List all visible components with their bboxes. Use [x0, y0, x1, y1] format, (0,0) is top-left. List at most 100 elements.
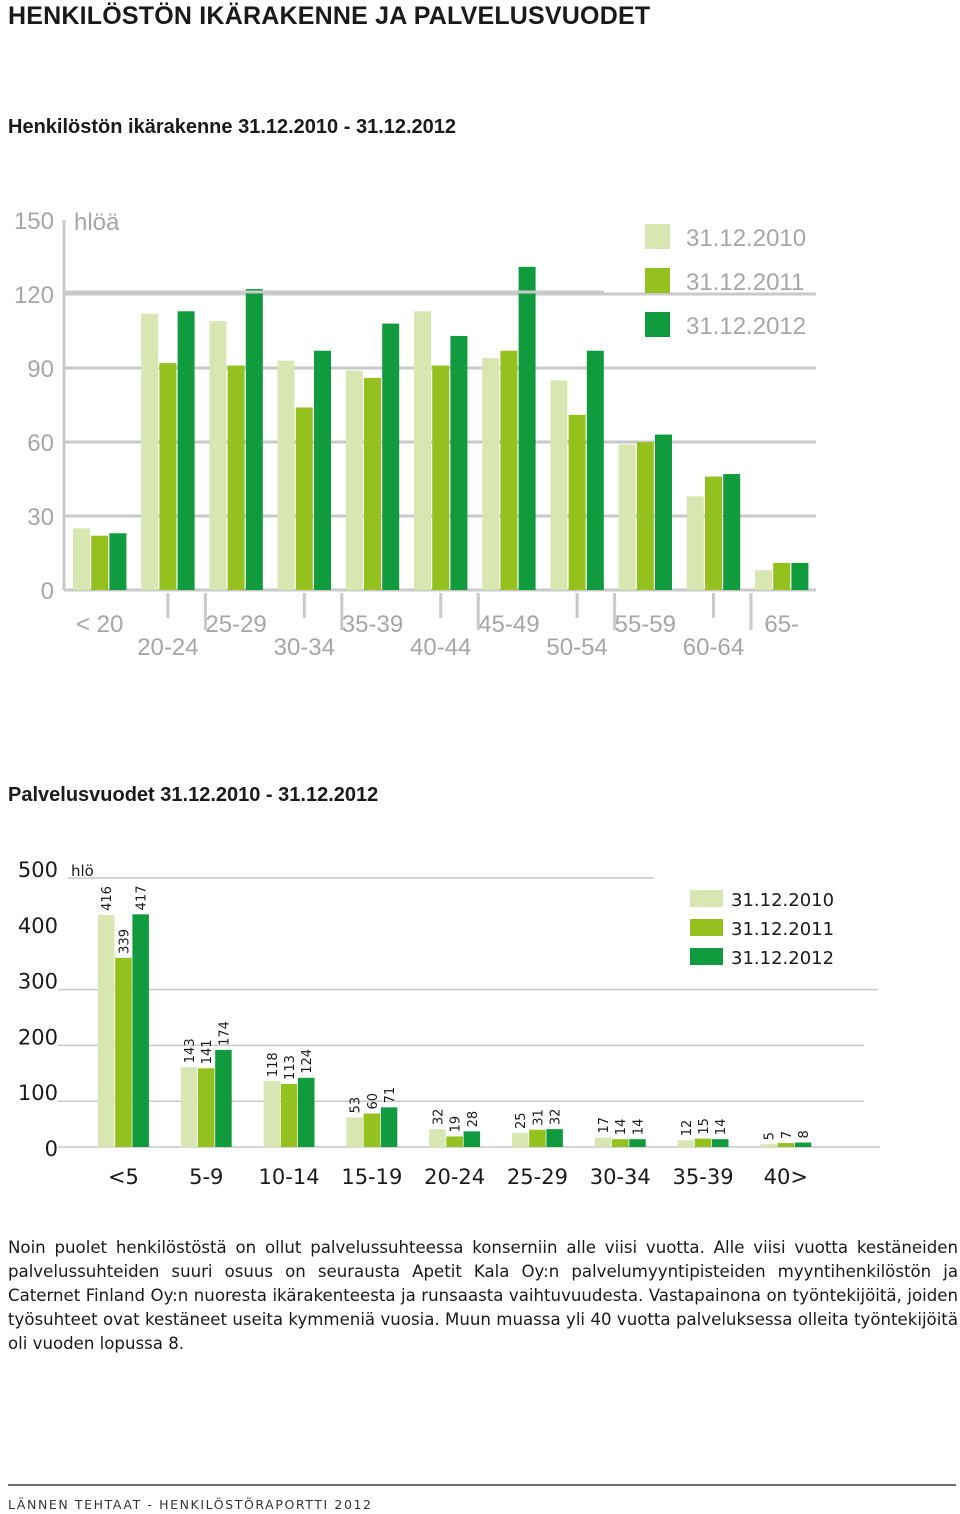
bar: [618, 444, 636, 590]
legend-swatch: [690, 919, 723, 936]
bar: [363, 1113, 381, 1147]
y-tick-label: 100: [18, 1081, 58, 1105]
bar: [791, 562, 809, 590]
bar: [529, 1129, 546, 1147]
bar: [414, 311, 431, 590]
x-tick-label: 40>: [764, 1165, 808, 1189]
data-label: 7: [780, 1131, 795, 1139]
bar: [612, 1139, 629, 1147]
bar: [760, 1144, 777, 1147]
y-tick-label: 60: [27, 430, 54, 457]
x-tick-label: 30-34: [274, 634, 335, 661]
legend-label: 31.12.2010: [731, 890, 834, 911]
bar: [586, 350, 604, 590]
bar: [177, 311, 195, 590]
age-structure-chart: 0 30 60 90 120 150 hlöä < 20 20-24 25-29 30-34 35-3…: [14, 208, 816, 661]
data-label: 15: [697, 1118, 712, 1135]
bar: [227, 365, 245, 590]
footer-divider: [8, 1484, 956, 1486]
bar: [141, 313, 159, 590]
bar: [429, 1129, 446, 1147]
bar: [345, 370, 363, 590]
bar: [432, 365, 450, 590]
legend-label: 31.12.2010: [686, 225, 806, 252]
bar: [677, 1140, 695, 1147]
bar: [209, 321, 227, 590]
bar: [215, 1049, 232, 1147]
legend-swatch: [690, 948, 723, 965]
service-chart-title: Palvelusvuodet 31.12.2010 - 31.12.2012: [8, 784, 379, 806]
data-label: 417: [135, 885, 150, 910]
data-label: 14: [614, 1119, 629, 1136]
x-tick-label: 45-49: [478, 611, 539, 638]
bar: [314, 350, 331, 590]
x-tick-label: 60-64: [683, 634, 744, 661]
x-tick-label: 20-24: [424, 1165, 485, 1189]
legend-label: 31.12.2011: [731, 919, 834, 940]
body-text: Noin puolet henkilöstöstä on ollut palve…: [8, 1238, 958, 1353]
bar: [794, 1142, 812, 1147]
bar: [546, 1129, 563, 1147]
unit-label: hlö: [71, 862, 94, 880]
y-tick-label: 200: [18, 1025, 58, 1049]
data-label: 60: [366, 1093, 381, 1110]
y-tick-label: 150: [14, 208, 54, 235]
bar: [550, 380, 568, 590]
x-tick-label: < 20: [76, 611, 123, 638]
bar: [723, 474, 741, 590]
data-label: 31: [531, 1109, 546, 1126]
bar: [277, 360, 295, 590]
bar: [568, 414, 586, 590]
bar: [298, 1077, 315, 1147]
y-tick-label: 0: [45, 1137, 58, 1161]
bar: [686, 496, 704, 590]
legend-swatch: [645, 312, 670, 337]
data-label: 143: [183, 1038, 198, 1063]
bar: [629, 1139, 646, 1147]
bar: [773, 562, 791, 590]
x-tick-label: 5-9: [189, 1165, 223, 1189]
x-tick-label: 50-54: [546, 634, 607, 661]
bar: [382, 323, 400, 590]
bar: [446, 1136, 463, 1147]
x-tick-label: 25-29: [205, 611, 266, 638]
bar: [115, 957, 132, 1147]
x-tick-label: 25-29: [507, 1165, 568, 1189]
data-label: 14: [714, 1119, 729, 1136]
y-tick-label: 30: [27, 504, 54, 531]
bar: [518, 266, 536, 590]
data-label: 5: [763, 1132, 778, 1140]
x-tick-label: 40-44: [410, 634, 471, 661]
bar: [512, 1133, 529, 1147]
data-label: 14: [631, 1119, 646, 1136]
bar: [655, 434, 672, 590]
x-tick-label: 20-24: [137, 634, 198, 661]
bar: [91, 535, 109, 590]
page-title: HENKILÖSTÖN IKÄRAKENNE JA PALVELUSVUODET: [8, 2, 651, 30]
data-label: 174: [217, 1021, 232, 1046]
bar: [364, 377, 381, 590]
bar: [450, 335, 468, 590]
data-label: 53: [349, 1097, 364, 1114]
bar: [263, 1081, 281, 1147]
bar: [109, 533, 127, 590]
y-tick-label: 400: [18, 914, 58, 938]
y-tick-label: 0: [41, 578, 54, 605]
bar: [705, 476, 722, 590]
bar: [463, 1131, 481, 1147]
x-tick-label: 35-39: [342, 611, 403, 638]
legend-swatch: [645, 268, 670, 293]
x-tick-label: 55-59: [615, 611, 676, 638]
data-label: 8: [797, 1130, 812, 1138]
unit-label: hlöä: [74, 209, 120, 236]
x-tick-label: 10-14: [259, 1165, 320, 1189]
bar: [132, 914, 149, 1147]
x-tick-label: <5: [108, 1165, 139, 1189]
bar: [159, 363, 177, 590]
data-label: 416: [100, 886, 115, 911]
data-label: 124: [300, 1049, 315, 1074]
x-tick-label: 65-: [764, 611, 799, 638]
bar: [380, 1107, 398, 1147]
legend-swatch: [645, 224, 670, 249]
